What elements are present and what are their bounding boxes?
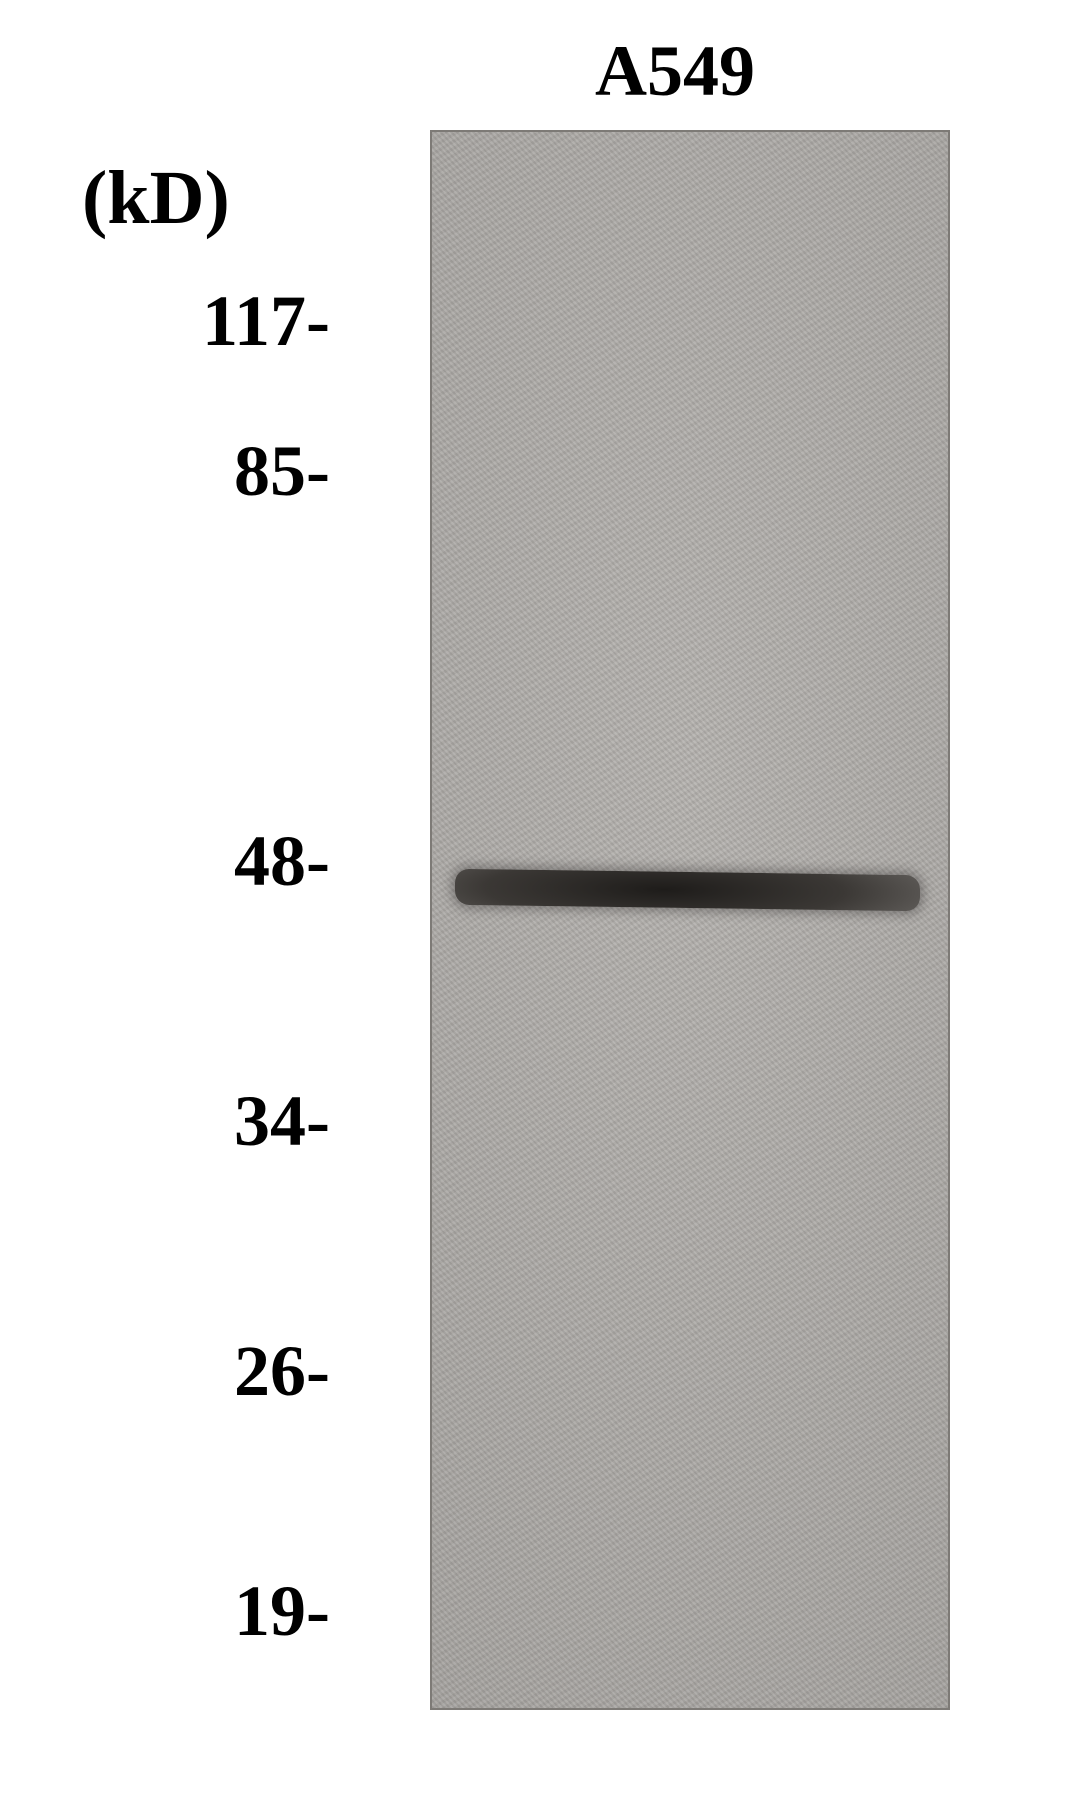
mw-marker-34: 34-: [0, 1080, 330, 1163]
unit-label: (kD): [82, 155, 230, 242]
blot-band: [455, 869, 920, 911]
blot-lane: [430, 130, 950, 1710]
mw-marker-85: 85-: [0, 430, 330, 513]
mw-marker-48: 48-: [0, 820, 330, 903]
mw-marker-117: 117-: [0, 280, 330, 363]
mw-marker-19: 19-: [0, 1570, 330, 1653]
lane-label: A549: [595, 30, 755, 113]
mw-marker-26: 26-: [0, 1330, 330, 1413]
western-blot-figure: A549 (kD) 117- 85- 48- 34- 26- 19-: [0, 0, 1080, 1809]
